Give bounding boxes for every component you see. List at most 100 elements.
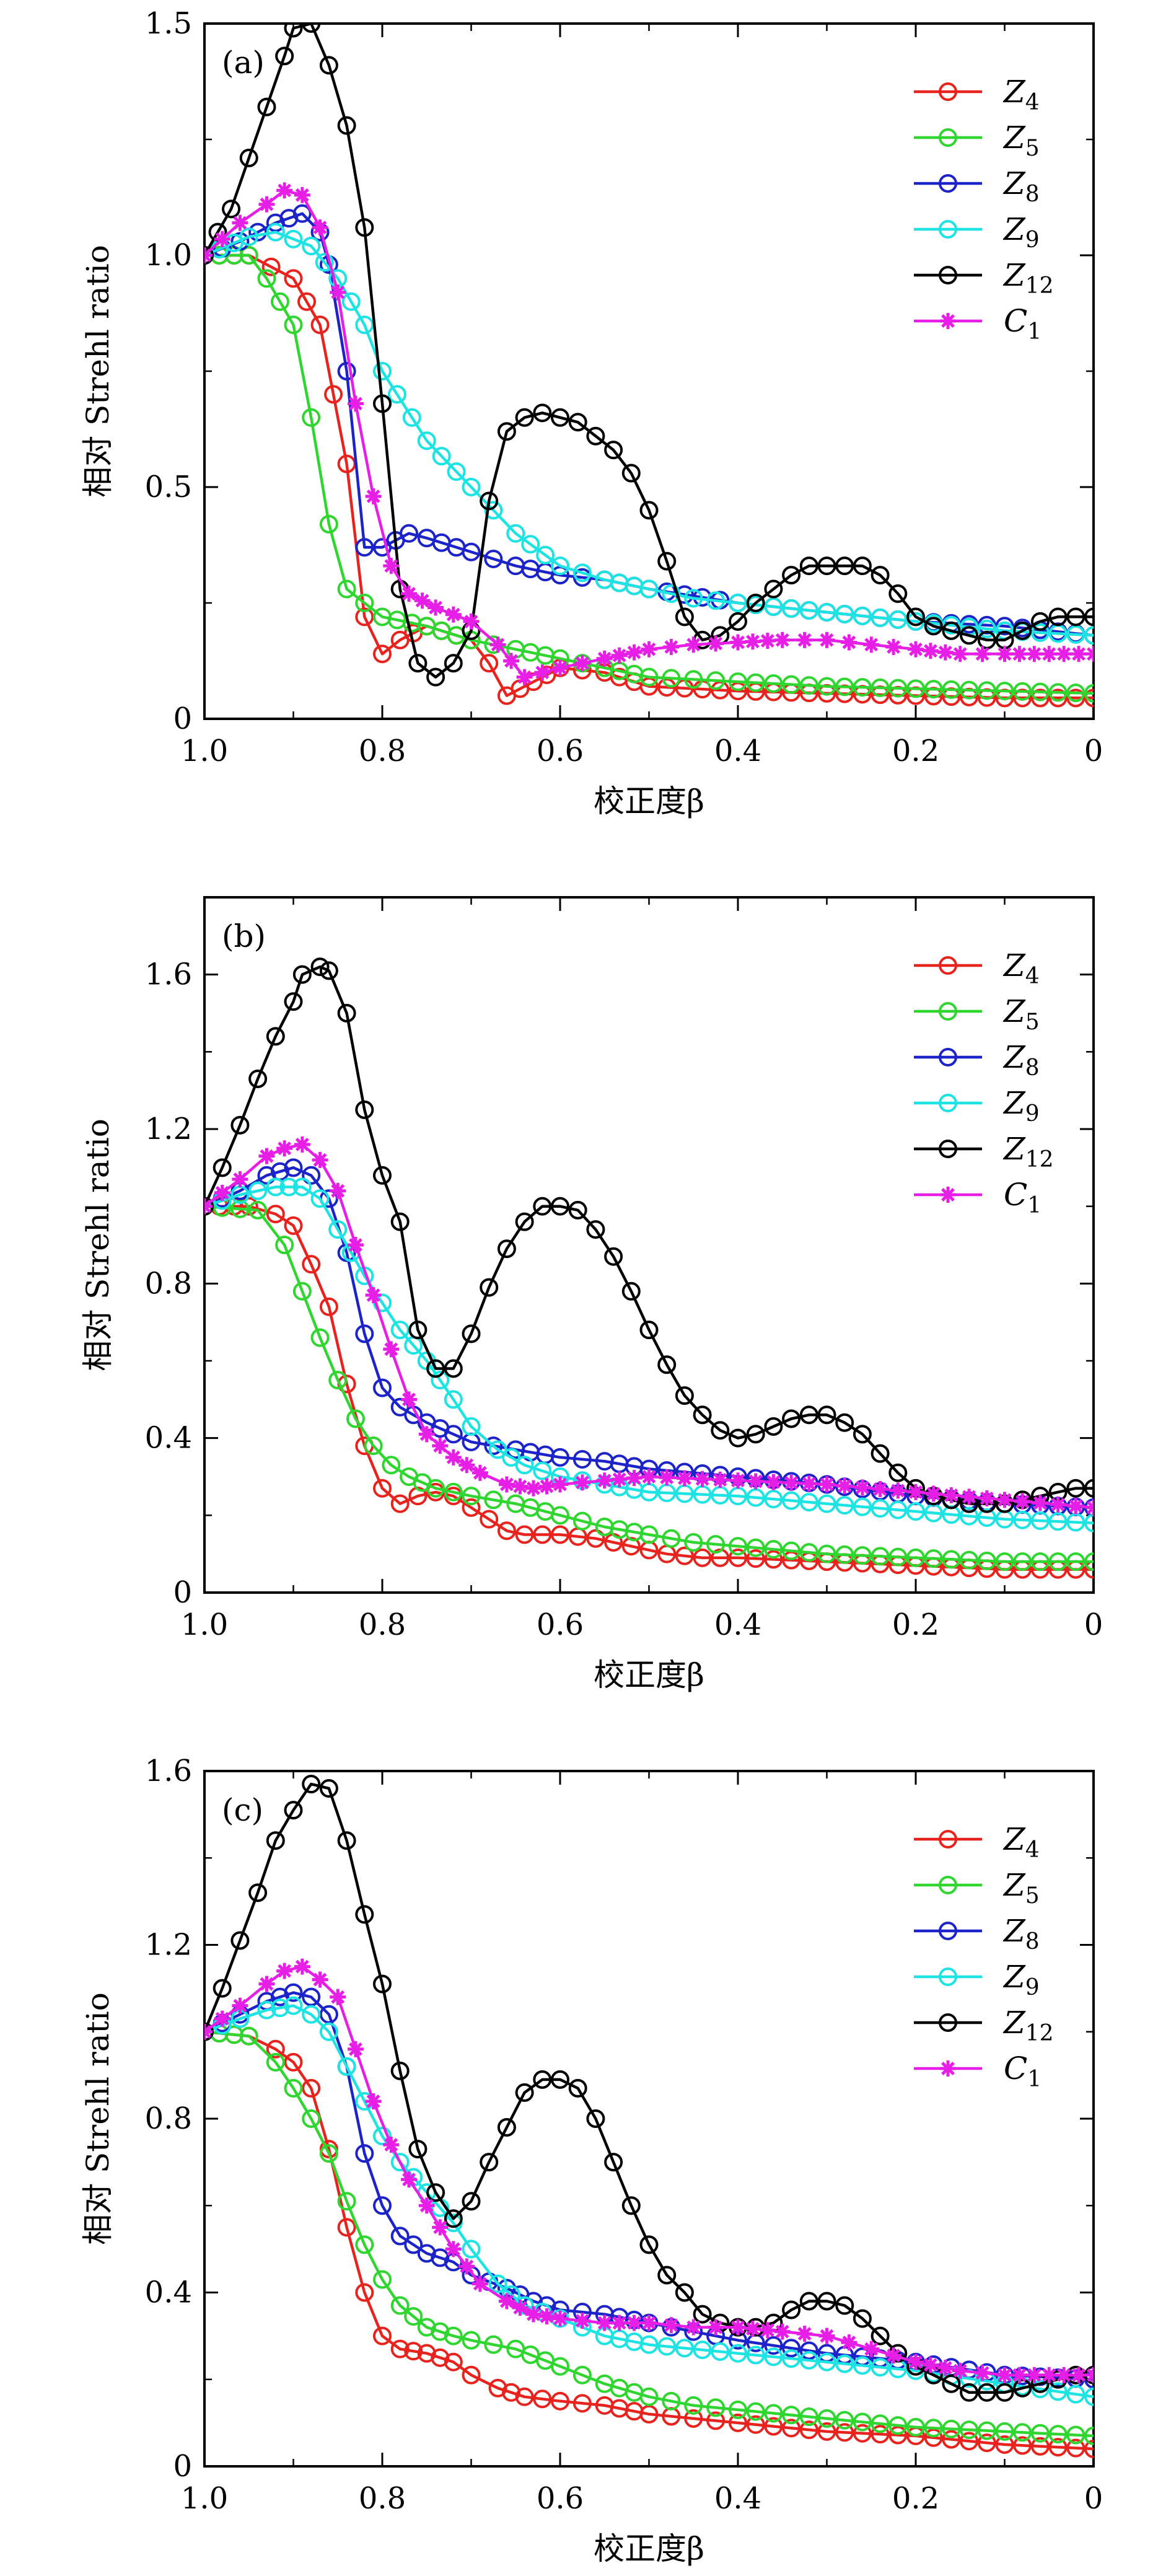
point-c1-stroke: [540, 1479, 554, 1493]
point-z9: [799, 1493, 818, 1512]
point-z12: [568, 2078, 587, 2098]
point-z5: [684, 670, 703, 689]
point-c1-stroke: [612, 1472, 626, 1487]
point-c1-stroke: [909, 642, 923, 656]
point-z5: [960, 2420, 979, 2440]
point-z5: [230, 1199, 250, 1218]
point-c1-stroke: [1069, 1499, 1083, 1513]
point-z5: [835, 677, 854, 697]
point-z12: [942, 2374, 961, 2393]
point-z9: [817, 2352, 836, 2372]
x-tick-label: 0.2: [892, 734, 939, 768]
point-c1-stroke: [820, 1477, 834, 1492]
point-c1: [937, 2360, 954, 2376]
point-z9: [906, 1502, 925, 1521]
point-c1-stroke: [366, 489, 380, 503]
point-c1: [516, 669, 533, 685]
point-c1: [783, 1474, 800, 1491]
point-c1-stroke: [1051, 1497, 1065, 1511]
point-z12: [355, 218, 374, 237]
point-c1: [841, 2334, 857, 2351]
legend-label: C1: [1004, 1177, 1042, 1218]
point-z9: [1084, 1513, 1094, 1532]
legend-item-z4: Z4: [914, 947, 1040, 989]
point-z12: [657, 2266, 677, 2285]
point-z8: [373, 1378, 392, 1397]
point-z12: [319, 961, 338, 980]
legend-subscript: 8: [1025, 1929, 1040, 1954]
point-z12: [266, 1831, 285, 1850]
point-z4: [480, 654, 499, 673]
point-c1-stroke: [887, 640, 901, 654]
point-c1-stroke: [313, 1972, 327, 1987]
point-z4: [302, 1255, 321, 1274]
point-c1: [952, 2362, 968, 2379]
legend-letter: Z: [1002, 1821, 1026, 1857]
point-z4: [1066, 688, 1085, 708]
legend-label: Z4: [1002, 1821, 1040, 1863]
legend-label: Z4: [1002, 74, 1040, 115]
point-z8: [782, 2339, 801, 2358]
point-c1: [276, 1140, 293, 1157]
point-z12: [337, 1004, 356, 1022]
point-z5: [817, 1544, 836, 1563]
point-c1-stroke: [215, 1185, 229, 1200]
point-c1: [471, 1464, 488, 1481]
point-z5: [906, 2417, 925, 2437]
point-c1: [659, 1469, 675, 1486]
point-z12: [604, 1247, 623, 1266]
point-z4: [960, 2432, 979, 2451]
legend-item-z8: Z8: [914, 1039, 1040, 1081]
point-z12: [551, 2070, 569, 2089]
legend-item-c1: C1: [914, 2051, 1042, 2092]
point-c1-stroke: [473, 1466, 487, 1480]
point-c1-stroke: [1087, 2373, 1094, 2382]
point-c1: [204, 1198, 213, 1215]
point-z5: [551, 1506, 569, 1525]
legend-marker: [939, 1048, 957, 1066]
point-z9: [782, 1491, 801, 1510]
x-tick-label: 0.4: [714, 734, 761, 768]
point-z12: [444, 654, 463, 673]
point-z4: [782, 2419, 801, 2438]
legend-marker: [939, 174, 957, 193]
point-c1-stroke: [642, 1470, 656, 1484]
point-c1-stroke: [513, 1479, 527, 1493]
point-c1: [641, 2314, 657, 2331]
legend-letter: Z: [1002, 1085, 1026, 1121]
point-z12: [284, 992, 303, 1011]
series-line-z9: [204, 2004, 1094, 2399]
point-z5: [706, 2398, 726, 2417]
point-c1-stroke: [820, 2329, 834, 2343]
legend-letter: Z: [1002, 1959, 1026, 1995]
point-z5: [977, 1551, 996, 1570]
point-c1: [596, 650, 613, 667]
point-c1-stroke: [731, 635, 745, 649]
point-z4: [302, 2078, 321, 2098]
point-z12: [1084, 1479, 1094, 1498]
point-z4: [942, 2430, 961, 2449]
point-c1: [574, 655, 590, 672]
point-z12: [533, 2070, 552, 2089]
point-c1: [908, 641, 924, 657]
point-z12: [639, 501, 659, 520]
point-c1-stroke: [1087, 651, 1094, 661]
point-c1: [552, 659, 568, 676]
point-z12: [515, 1212, 534, 1231]
legend-item-z5: Z5: [914, 120, 1040, 161]
point-c1-stroke: [429, 600, 443, 615]
legend-subscript: 9: [1025, 1101, 1040, 1127]
point-c1: [498, 2293, 515, 2310]
series-z5: [204, 1197, 1094, 1572]
legend-label: Z8: [1002, 1039, 1040, 1081]
point-z12: [302, 24, 321, 33]
point-z4: [764, 2417, 783, 2436]
point-z5: [799, 1543, 818, 1562]
point-z5: [1066, 1552, 1085, 1572]
point-z12: [764, 579, 783, 599]
point-z9: [462, 2240, 481, 2259]
x-tick-label: 0.8: [359, 734, 406, 768]
point-z5: [639, 667, 659, 687]
point-c1-stroke: [664, 640, 678, 654]
point-z5: [764, 2404, 783, 2423]
